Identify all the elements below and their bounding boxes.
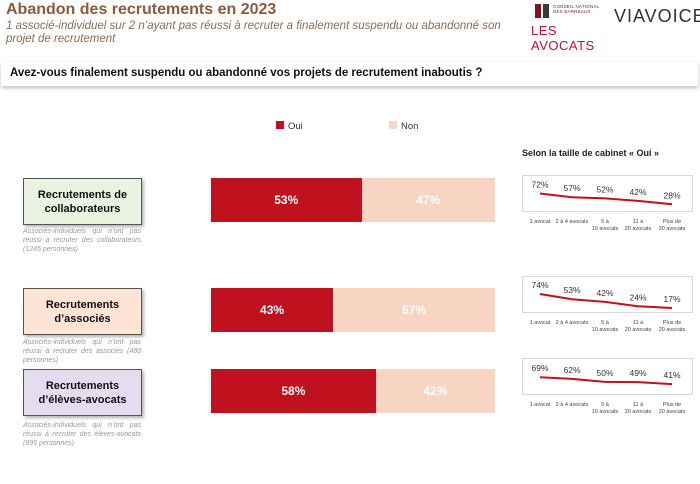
category-box-associes: Recrutements d’associés bbox=[23, 288, 142, 335]
category-label: Recrutements d’élèves-avocats bbox=[38, 379, 127, 406]
trend-value-label: 69% bbox=[531, 363, 548, 373]
trend-value-label: 17% bbox=[663, 294, 680, 304]
cnb-logo: CONSEIL NATIONAL DES BARREAUX LES AVOCAT… bbox=[527, 2, 607, 53]
trend-value-label: 50% bbox=[596, 368, 613, 378]
trend-line bbox=[539, 376, 673, 386]
category-label: Recrutements d’associés bbox=[45, 298, 120, 325]
trend-value-label: 42% bbox=[596, 288, 613, 298]
trend-value-label: 28% bbox=[663, 190, 680, 200]
trend-value-label: 24% bbox=[629, 292, 646, 302]
legend-non-label: Non bbox=[401, 121, 419, 132]
question-banner: Avez-vous finalement suspendu ou abandon… bbox=[1, 62, 698, 86]
trend-value-label: 72% bbox=[531, 179, 548, 189]
legend-oui: Oui bbox=[276, 121, 303, 132]
trend-value-label: 53% bbox=[563, 285, 580, 295]
trend-frame bbox=[522, 175, 693, 212]
category-label: Recrutements de collaborateurs bbox=[37, 188, 128, 215]
question-text: Avez-vous finalement suspendu ou abandon… bbox=[10, 67, 483, 79]
cabinet-size-title: Selon la taille de cabinet « Oui » bbox=[522, 148, 660, 158]
page-subtitle: 1 associé-individuel sur 2 n’ayant pas r… bbox=[6, 20, 501, 45]
trend-category-label: 5 à 10 avocats bbox=[592, 320, 619, 333]
bar-non: 42% bbox=[375, 369, 495, 413]
stacked-bar-row: 53% 47% bbox=[211, 178, 495, 222]
category-note: Associés-individuels qui n’ont pas réuss… bbox=[23, 339, 141, 364]
legend-non-swatch bbox=[389, 121, 397, 129]
cnb-emblem-icon bbox=[535, 4, 549, 18]
trend-category-label: 2 à 4 avocats bbox=[556, 402, 589, 408]
bar-non: 57% bbox=[333, 288, 495, 332]
category-box-eleves-avocats: Recrutements d’élèves-avocats bbox=[23, 369, 142, 416]
trend-value-label: 74% bbox=[531, 280, 548, 290]
trend-value-label: 49% bbox=[629, 368, 646, 378]
trend-value-label: 41% bbox=[663, 370, 680, 380]
bar-oui: 53% bbox=[211, 178, 362, 222]
trend-category-label: Plus de 20 avocats bbox=[659, 402, 686, 415]
trend-category-label: 2 à 4 avocats bbox=[556, 219, 589, 225]
stacked-bar-row: 43% 57% bbox=[211, 288, 495, 332]
trend-category-label: Plus de 20 avocats bbox=[659, 320, 686, 333]
trend-category-label: 1 avocat bbox=[530, 219, 551, 225]
trend-line bbox=[539, 192, 673, 206]
stacked-bar-row: 58% 42% bbox=[211, 369, 495, 413]
page-title: Abandon des recrutements en 2023 bbox=[6, 1, 277, 18]
cnb-logo-big-text: LES AVOCATS bbox=[531, 23, 595, 53]
trend-value-label: 57% bbox=[563, 183, 580, 193]
bar-non: 47% bbox=[361, 178, 495, 222]
trend-category-label: 11 à 20 avocats bbox=[625, 320, 652, 333]
category-box-collaborateurs: Recrutements de collaborateurs bbox=[23, 178, 142, 225]
trend-value-label: 42% bbox=[629, 187, 646, 197]
trend-category-label: 5 à 10 avocats bbox=[592, 219, 619, 232]
trend-frame bbox=[522, 276, 693, 313]
trend-category-label: 1 avocat bbox=[530, 320, 551, 326]
trend-category-label: 2 à 4 avocats bbox=[556, 320, 589, 326]
trend-category-label: 11 à 20 avocats bbox=[625, 402, 652, 415]
legend-oui-label: Oui bbox=[288, 121, 303, 132]
trend-category-label: 1 avocat bbox=[530, 402, 551, 408]
legend-non: Non bbox=[389, 121, 418, 132]
trend-line bbox=[539, 293, 673, 309]
viavoice-logo: VIAVOICE bbox=[614, 6, 700, 26]
trend-value-label: 52% bbox=[596, 184, 613, 194]
bar-oui: 43% bbox=[211, 288, 334, 332]
legend-oui-swatch bbox=[276, 121, 284, 129]
trend-value-label: 62% bbox=[563, 365, 580, 375]
bar-oui: 58% bbox=[211, 369, 376, 413]
trend-category-label: 11 à 20 avocats bbox=[625, 219, 652, 232]
trend-category-label: Plus de 20 avocats bbox=[659, 219, 686, 232]
trend-frame bbox=[522, 358, 693, 395]
category-note: Associés-individuels qui n’ont pas réuss… bbox=[23, 422, 141, 447]
trend-category-label: 5 à 10 avocats bbox=[592, 402, 619, 415]
cnb-logo-small-text: CONSEIL NATIONAL DES BARREAUX bbox=[553, 4, 600, 14]
category-note: Associés-individuels qui n’ont pas réuss… bbox=[23, 228, 141, 253]
